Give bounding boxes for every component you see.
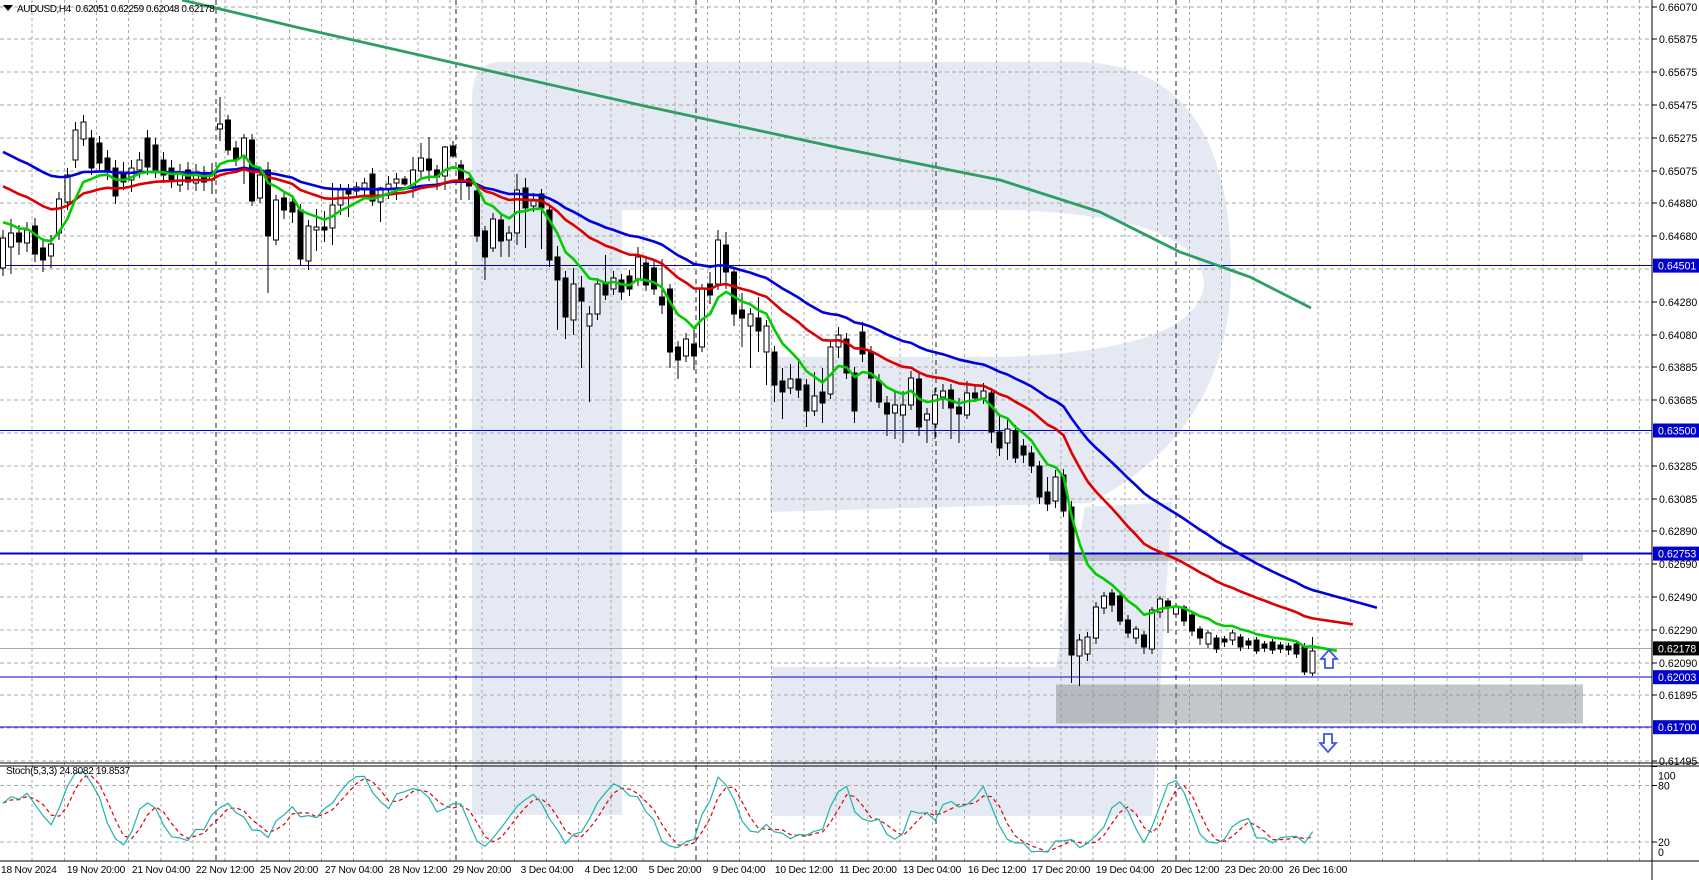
svg-text:AUDUSD,H4 0.62051 0.62259 0.6: AUDUSD,H4 0.62051 0.62259 0.62048 0.6217… (17, 4, 215, 15)
svg-text:0.62003: 0.62003 (1658, 672, 1696, 684)
svg-text:0.65675: 0.65675 (1659, 67, 1697, 79)
svg-text:0.62090: 0.62090 (1659, 658, 1697, 670)
svg-text:29 Nov 20:00: 29 Nov 20:00 (453, 865, 512, 876)
svg-text:0.63085: 0.63085 (1659, 494, 1697, 506)
svg-text:27 Nov 04:00: 27 Nov 04:00 (325, 865, 384, 876)
svg-text:0.61700: 0.61700 (1658, 722, 1696, 734)
svg-text:13 Dec 04:00: 13 Dec 04:00 (903, 865, 962, 876)
svg-text:16 Dec 12:00: 16 Dec 12:00 (968, 865, 1027, 876)
svg-text:23 Dec 20:00: 23 Dec 20:00 (1225, 865, 1284, 876)
svg-text:0.61495: 0.61495 (1659, 756, 1697, 768)
svg-text:0.64680: 0.64680 (1659, 231, 1697, 243)
svg-text:0.65275: 0.65275 (1659, 133, 1697, 145)
svg-text:80: 80 (1658, 780, 1670, 792)
svg-text:10 Dec 12:00: 10 Dec 12:00 (775, 865, 834, 876)
svg-text:5 Dec 20:00: 5 Dec 20:00 (649, 865, 702, 876)
svg-text:0.62178: 0.62178 (1658, 643, 1696, 655)
svg-text:0.63285: 0.63285 (1659, 461, 1697, 473)
svg-text:0.62490: 0.62490 (1659, 592, 1697, 604)
svg-text:18 Nov 2024: 18 Nov 2024 (1, 865, 57, 876)
svg-text:0.63500: 0.63500 (1658, 426, 1696, 438)
svg-text:0.62690: 0.62690 (1659, 559, 1697, 571)
svg-text:3 Dec 04:00: 3 Dec 04:00 (521, 865, 574, 876)
svg-text:0.62753: 0.62753 (1658, 549, 1696, 561)
svg-text:100: 100 (1658, 771, 1676, 783)
svg-text:0.66070: 0.66070 (1659, 2, 1697, 14)
svg-text:0.61895: 0.61895 (1659, 690, 1697, 702)
svg-text:0.62890: 0.62890 (1659, 526, 1697, 538)
svg-text:0.63685: 0.63685 (1659, 395, 1697, 407)
svg-text:0.65875: 0.65875 (1659, 34, 1697, 46)
svg-text:Stoch(5,3,3) 24.8082 19.8537: Stoch(5,3,3) 24.8082 19.8537 (6, 766, 131, 777)
svg-text:0.64880: 0.64880 (1659, 198, 1697, 210)
svg-text:4 Dec 12:00: 4 Dec 12:00 (585, 865, 638, 876)
svg-text:0.63885: 0.63885 (1659, 362, 1697, 374)
svg-text:9 Dec 04:00: 9 Dec 04:00 (713, 865, 766, 876)
svg-text:0.65475: 0.65475 (1659, 100, 1697, 112)
svg-text:0.64501: 0.64501 (1658, 261, 1696, 273)
svg-text:0.65075: 0.65075 (1659, 166, 1697, 178)
svg-text:26 Dec 16:00: 26 Dec 16:00 (1289, 865, 1348, 876)
svg-text:20 Dec 12:00: 20 Dec 12:00 (1161, 865, 1220, 876)
svg-text:0: 0 (1658, 847, 1664, 859)
svg-text:0.64080: 0.64080 (1659, 330, 1697, 342)
svg-text:25 Nov 20:00: 25 Nov 20:00 (260, 865, 319, 876)
svg-text:0.62290: 0.62290 (1659, 625, 1697, 637)
svg-text:19 Dec 04:00: 19 Dec 04:00 (1096, 865, 1155, 876)
svg-text:22 Nov 12:00: 22 Nov 12:00 (196, 865, 255, 876)
svg-text:21 Nov 04:00: 21 Nov 04:00 (132, 865, 191, 876)
svg-text:19 Nov 20:00: 19 Nov 20:00 (67, 865, 126, 876)
svg-text:17 Dec 20:00: 17 Dec 20:00 (1032, 865, 1091, 876)
svg-text:28 Nov 12:00: 28 Nov 12:00 (389, 865, 448, 876)
svg-text:11 Dec 20:00: 11 Dec 20:00 (839, 865, 897, 876)
svg-text:20: 20 (1658, 837, 1670, 849)
svg-text:0.64280: 0.64280 (1659, 297, 1697, 309)
